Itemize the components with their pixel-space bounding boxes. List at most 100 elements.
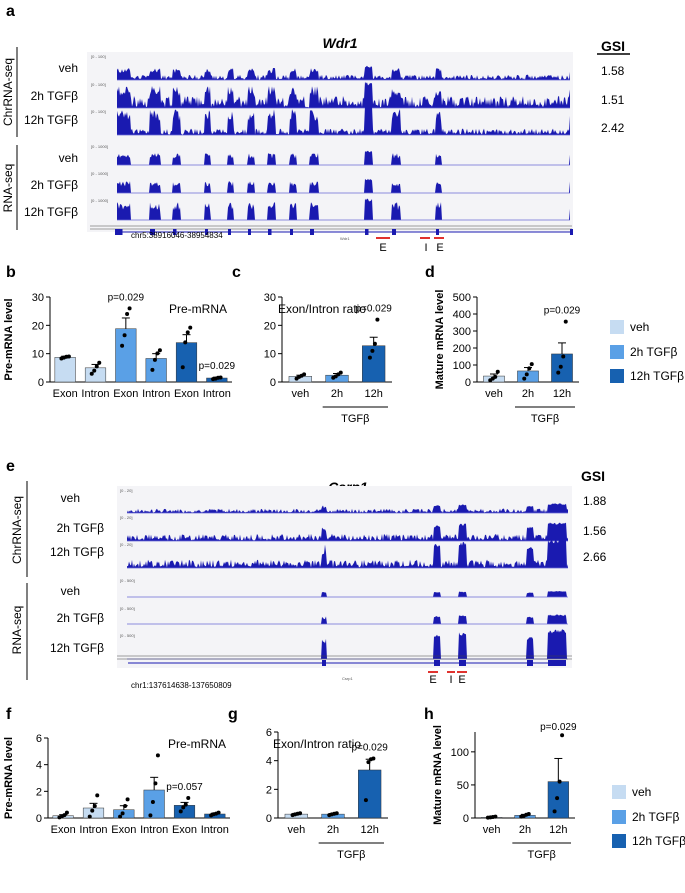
data-point — [370, 348, 375, 353]
range-label: [0 - 20] — [120, 488, 132, 493]
legend-swatch-veh — [612, 785, 626, 799]
data-point — [555, 796, 560, 801]
y-tick-label: 500 — [453, 292, 471, 304]
data-point — [95, 793, 100, 798]
coverage-track — [117, 150, 570, 165]
range-label: [0 - 500] — [120, 578, 135, 583]
data-point — [216, 810, 221, 815]
bar — [517, 370, 539, 383]
range-label: [0 - 20] — [120, 542, 132, 547]
y-tick-label: 6 — [36, 733, 42, 745]
y-tick-label: 20 — [264, 320, 276, 332]
data-point — [524, 372, 529, 377]
y-tick-label: 0 — [266, 813, 272, 825]
y-tick-label: 10 — [32, 349, 44, 361]
gene-model-exon — [268, 229, 272, 235]
data-point — [561, 354, 566, 359]
coverage-track — [127, 503, 568, 513]
x-tick-label: Exon — [111, 824, 136, 836]
gene-model-exon — [205, 229, 208, 235]
legend-label: 12h TGFβ — [632, 834, 685, 848]
gsi-value: 1.88 — [583, 494, 607, 508]
marker-label: E — [379, 242, 386, 254]
track-label: 12h TGFβ — [50, 545, 104, 559]
y-tick-label: 30 — [32, 292, 44, 304]
y-tick-label: 6 — [266, 727, 272, 739]
data-point — [178, 809, 183, 814]
track-area-e — [117, 486, 572, 668]
group-bracket-label: TGFβ — [528, 849, 556, 861]
data-point — [298, 811, 303, 816]
x-tick-label: 2h — [327, 824, 339, 836]
data-point — [125, 312, 130, 316]
marker-label: E — [458, 674, 465, 686]
group-label-rnaseq-e: RNA-seq — [10, 606, 24, 655]
gene-model-exon — [150, 229, 155, 235]
y-tick-label: 100 — [451, 747, 469, 759]
data-point — [153, 781, 158, 786]
y-axis-label: Pre-mRNA level — [3, 737, 15, 819]
x-tick-label: Exon — [113, 388, 138, 400]
data-point — [183, 340, 188, 345]
y-tick-label: 300 — [453, 326, 471, 338]
p-value-label: p=0.029 — [544, 306, 581, 317]
p-value-label: p=0.057 — [166, 782, 203, 793]
legend-swatch-veh — [610, 320, 624, 334]
track-label: 12h TGFβ — [24, 113, 78, 127]
gene-model-exon — [290, 229, 293, 235]
panel-e: e Csrp1 GSI ChrRNA-seq RNA-seq veh 2h TG… — [6, 458, 607, 690]
panel-label-f: f — [6, 706, 12, 723]
panel-label-a: a — [6, 3, 15, 20]
data-point — [493, 374, 498, 379]
data-point — [118, 814, 123, 819]
y-tick-label: 4 — [266, 756, 272, 768]
panel-d-chart: d 0 100 200 300 400 500 Mature mRNA level veh 2h… — [425, 264, 581, 425]
panel-h-chart: h 0 50 100 Mature mRNA level veh 2h 12h p=0.029… — [424, 706, 577, 861]
chart-annotation: Exon/Intron ratio — [278, 302, 366, 316]
y-tick-label: 30 — [264, 292, 276, 304]
gene-model-exon — [173, 229, 177, 235]
coverage-tracks-a — [90, 65, 573, 235]
x-tick-label: Intron — [203, 388, 231, 400]
data-point — [120, 343, 125, 348]
y-axis-label: Mature mRNA level — [432, 725, 444, 825]
data-point — [123, 804, 128, 808]
track-label: veh — [59, 61, 78, 75]
x-tick-label: Exon — [174, 388, 199, 400]
legend-label: 2h TGFβ — [632, 810, 679, 824]
panel-label-e: e — [6, 458, 15, 475]
x-tick-label: veh — [483, 824, 501, 836]
legend-label: 12h TGFβ — [630, 369, 684, 383]
data-point — [155, 351, 160, 356]
p-value-label: p=0.029 — [540, 722, 577, 733]
x-tick-label: Intron — [79, 824, 107, 836]
x-tick-label: veh — [287, 824, 305, 836]
data-point — [560, 733, 565, 738]
x-tick-label: Intron — [140, 824, 168, 836]
bar — [54, 357, 76, 383]
x-tick-label: Intron — [201, 824, 229, 836]
gsi-value: 1.58 — [601, 64, 625, 78]
x-tick-label: veh — [291, 388, 309, 400]
coverage-track — [117, 198, 570, 220]
track-label: 2h TGFβ — [31, 89, 78, 103]
data-point — [181, 805, 186, 810]
gene-model-exon — [570, 229, 573, 235]
data-point — [152, 357, 157, 362]
range-label: [0 - 20] — [120, 515, 132, 520]
x-tick-label: 2h — [522, 388, 534, 400]
track-label: 2h TGFβ — [57, 521, 104, 535]
track-label: veh — [61, 491, 80, 505]
marker-label: E — [429, 674, 436, 686]
range-label: [0 - 100] — [91, 109, 106, 114]
coverage-track — [117, 178, 570, 193]
coverage-track — [117, 65, 570, 80]
legend-label: veh — [630, 320, 649, 334]
data-point — [334, 811, 339, 816]
data-point — [66, 354, 71, 359]
data-point — [186, 796, 191, 800]
genomic-coordinate-a: chr5:38916046-38954834 — [131, 231, 223, 240]
